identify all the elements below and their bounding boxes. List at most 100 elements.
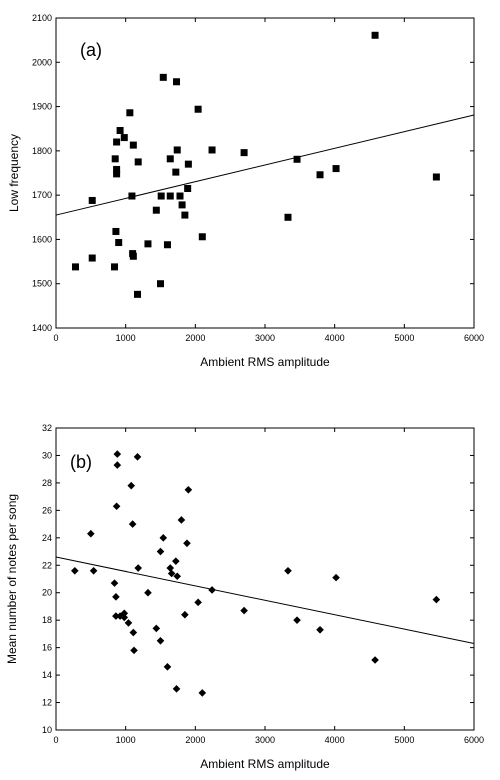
data-point [120,613,129,622]
y-tick-label: 1500 [32,279,52,289]
y-tick-label: 32 [42,423,52,433]
y-tick-label: 1900 [32,102,52,112]
y-tick-label: 1600 [32,234,52,244]
data-point [167,569,176,578]
data-point [173,146,181,154]
data-point [112,502,121,511]
x-tick-label: 4000 [325,333,345,343]
y-tick-label: 10 [42,725,52,735]
data-point [113,170,121,178]
y-tick-label: 12 [42,698,52,708]
y-tick-label: 30 [42,450,52,460]
y-tick-label: 2100 [32,13,52,23]
y-tick-label: 26 [42,505,52,515]
data-point [163,663,172,671]
data-point [111,155,119,163]
data-point [177,516,186,524]
data-point [208,146,216,154]
panel-label: (b) [70,452,92,472]
y-tick-label: 16 [42,643,52,653]
data-point [184,185,192,192]
y-tick-label: 18 [42,615,52,625]
y-tick-label: 2000 [32,57,52,67]
data-point [134,564,143,572]
data-point [208,586,216,594]
data-point [163,241,171,249]
data-point [157,280,164,288]
data-point [111,263,119,271]
x-tick-label: 2000 [185,333,205,343]
data-point [115,239,123,247]
data-point [172,168,180,176]
data-point [112,227,120,235]
data-point [124,619,133,627]
y-tick-label: 24 [42,533,52,543]
data-point [184,160,192,168]
data-point [166,564,175,572]
y-axis-label: Low frequency [7,134,21,212]
data-point [198,233,206,241]
data-point [113,138,121,146]
data-point [72,263,80,271]
data-point [134,158,142,166]
data-point [110,579,119,587]
data-point [371,656,379,664]
regression-line [55,556,475,645]
x-tick-label: 5000 [394,735,414,745]
data-point [156,636,165,645]
x-tick-label: 3000 [255,735,275,745]
data-point [172,685,181,693]
data-point [332,165,340,173]
data-point [183,539,191,548]
data-point [134,290,142,298]
y-tick-label: 20 [42,588,52,598]
x-tick-label: 0 [53,735,58,745]
data-point [240,606,248,615]
data-point [166,192,174,200]
data-point [152,206,160,214]
x-axis-label: Ambient RMS amplitude [200,757,330,771]
y-tick-label: 1400 [32,323,52,333]
y-axis-label: Mean number of notes per song [5,494,19,664]
data-point [88,196,96,204]
data-point [129,628,138,637]
x-tick-label: 1000 [116,333,136,343]
data-point [126,109,134,117]
data-point [166,155,174,163]
data-point [128,192,136,200]
panel-label: (a) [80,40,102,60]
data-point [316,171,324,179]
data-point [129,141,137,149]
regression-line [55,114,475,216]
data-point [157,192,165,200]
data-point [144,588,152,597]
data-point [113,165,121,173]
data-point [198,689,207,697]
y-tick-label: 28 [42,478,52,488]
x-axis-label: Ambient RMS amplitude [200,355,330,369]
data-point [112,612,120,620]
y-tick-label: 1700 [32,190,52,200]
data-point [293,616,301,624]
x-tick-label: 4000 [325,735,345,745]
data-point [116,126,124,134]
data-point [173,78,181,86]
data-point [120,134,128,142]
data-point [181,211,189,219]
data-point [88,254,96,262]
data-point [284,566,292,575]
data-point [371,31,379,39]
data-point [127,481,136,490]
data-point [112,593,120,601]
x-tick-label: 2000 [185,735,205,745]
data-point [184,485,193,494]
data-point [129,252,137,260]
data-point [130,646,138,655]
x-tick-label: 6000 [464,333,484,343]
data-point [87,529,95,538]
data-point [89,566,98,575]
data-point [181,610,189,619]
data-point [332,573,340,582]
data-point [240,149,248,157]
